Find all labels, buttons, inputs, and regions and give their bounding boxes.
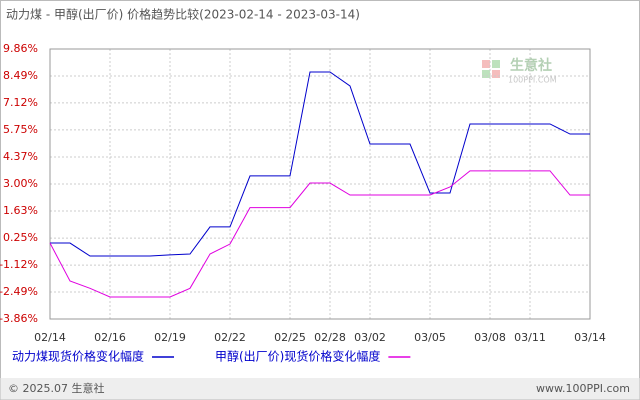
y-tick-label: 5.75%	[3, 123, 38, 136]
y-tick-label: -3.86%	[0, 312, 38, 325]
x-tick-label: 02/16	[94, 331, 126, 344]
y-tick-label: 3.00%	[3, 177, 38, 190]
y-tick-label: 4.37%	[3, 150, 38, 163]
x-tick-label: 03/14	[574, 331, 606, 344]
series-line	[50, 71, 590, 257]
watermark-name: 生意社	[510, 57, 552, 74]
x-tick-label: 03/08	[474, 331, 506, 344]
logo-block	[482, 60, 490, 68]
x-tick-label: 02/19	[154, 331, 186, 344]
plot-border	[49, 48, 591, 320]
logo-block	[492, 60, 500, 68]
logo-block	[492, 70, 500, 78]
footer-url: www.100PPI.com	[536, 382, 630, 395]
x-tick-label: 02/22	[214, 331, 246, 344]
footer-copyright: © 2025.07 生意社	[8, 381, 104, 395]
x-tick-label: 02/14	[34, 331, 66, 344]
legend-label: 甲醇(出厂价)现货价格变化幅度	[215, 349, 380, 364]
y-tick-label: -2.49%	[0, 285, 38, 298]
legend-label: 动力煤现货价格变化幅度	[12, 349, 144, 364]
y-tick-label: 7.12%	[3, 96, 38, 109]
chart-title: 动力煤 - 甲醇(出厂价) 价格趋势比较(2023-02-14 - 2023-0…	[6, 7, 360, 22]
x-tick-label: 02/28	[314, 331, 346, 344]
y-tick-label: 8.49%	[3, 69, 38, 82]
watermark-site: 100PPI.COM	[508, 76, 557, 85]
y-tick-label: -1.12%	[0, 258, 38, 271]
footer-bar	[0, 378, 640, 400]
x-tick-label: 03/11	[514, 331, 546, 344]
x-tick-label: 02/25	[274, 331, 306, 344]
x-tick-label: 03/02	[354, 331, 386, 344]
y-tick-label: 1.63%	[3, 204, 38, 217]
logo-block	[482, 70, 490, 78]
y-tick-label: 0.25%	[3, 231, 38, 244]
series-line	[49, 170, 590, 298]
watermark: 生意社 100PPI.COM	[482, 57, 557, 85]
x-tick-label: 03/05	[414, 331, 446, 344]
y-tick-label: 9.86%	[3, 42, 38, 55]
